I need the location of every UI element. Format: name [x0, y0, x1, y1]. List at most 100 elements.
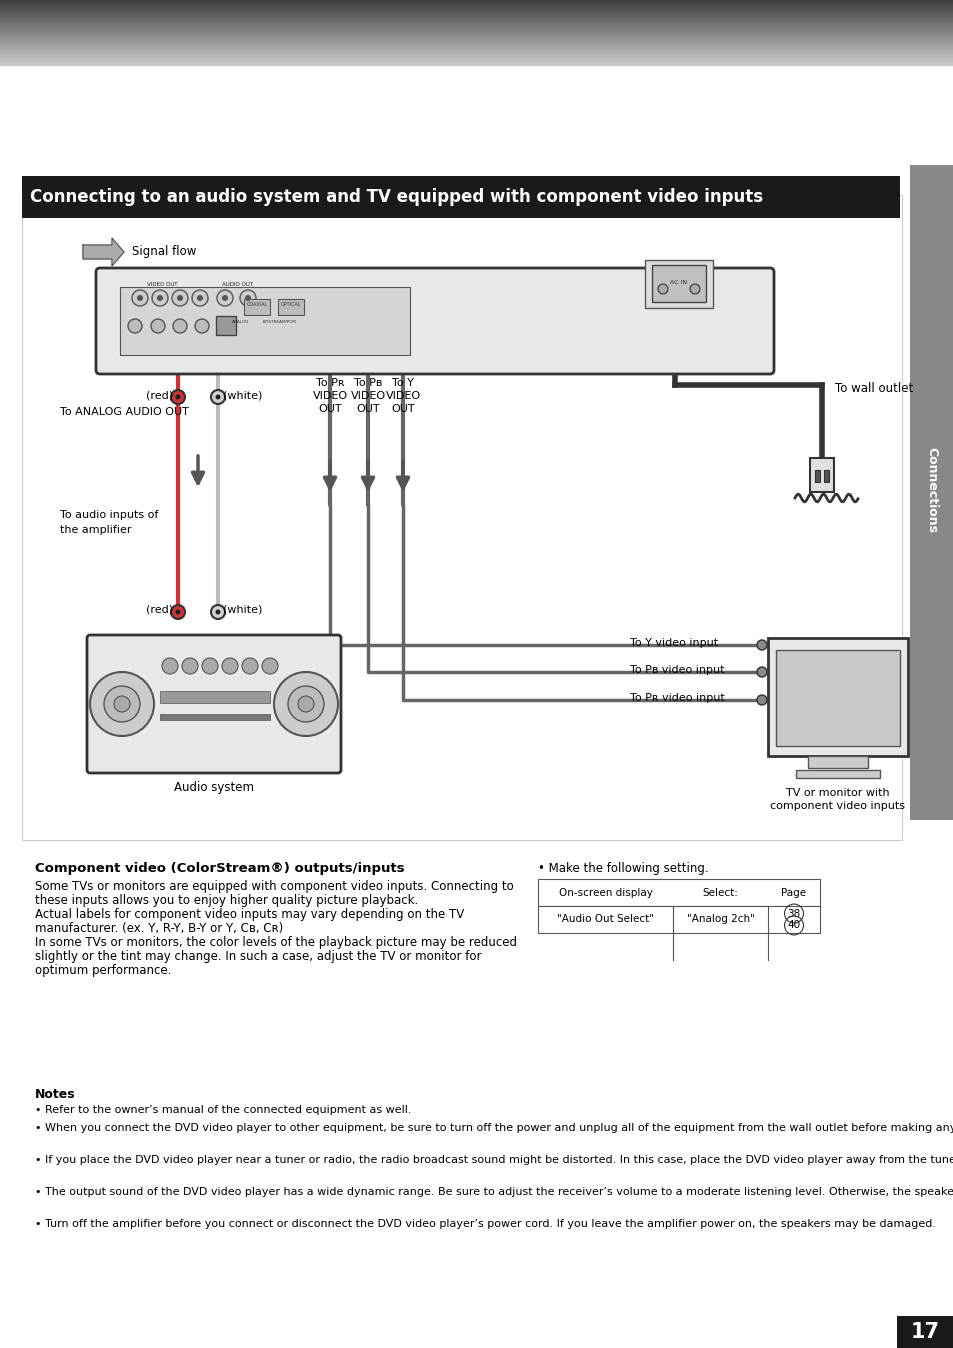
- Circle shape: [128, 319, 142, 333]
- Circle shape: [182, 658, 198, 674]
- Circle shape: [175, 609, 180, 615]
- Bar: [160, 714, 270, 720]
- Circle shape: [757, 667, 766, 677]
- Bar: [807, 756, 867, 768]
- Circle shape: [194, 319, 209, 333]
- Circle shape: [172, 290, 188, 306]
- Text: Connections: Connections: [924, 448, 938, 532]
- Bar: [215, 315, 235, 336]
- Circle shape: [172, 319, 187, 333]
- Text: Connecting to an audio system and TV equipped with component video inputs: Connecting to an audio system and TV equ…: [30, 187, 762, 206]
- Text: "Audio Out Select": "Audio Out Select": [557, 914, 654, 925]
- Text: (white): (white): [223, 390, 262, 400]
- Text: OPTICAL: OPTICAL: [280, 302, 301, 307]
- Circle shape: [288, 686, 324, 723]
- Circle shape: [192, 290, 208, 306]
- Text: VIDEO OUT: VIDEO OUT: [147, 282, 177, 287]
- Bar: [823, 470, 828, 483]
- Circle shape: [151, 319, 165, 333]
- FancyBboxPatch shape: [87, 635, 340, 772]
- Circle shape: [242, 658, 257, 674]
- Text: (white): (white): [223, 605, 262, 615]
- Circle shape: [216, 290, 233, 306]
- Circle shape: [211, 605, 225, 619]
- Text: To ANALOG AUDIO OUT: To ANALOG AUDIO OUT: [60, 407, 189, 417]
- Text: • Refer to the owner’s manual of the connected equipment as well.: • Refer to the owner’s manual of the con…: [35, 1105, 411, 1115]
- Text: To Pʙ
VIDEO
OUT: To Pʙ VIDEO OUT: [350, 377, 385, 414]
- Text: To Pʀ video input: To Pʀ video input: [629, 693, 724, 704]
- Circle shape: [658, 284, 667, 294]
- Text: • Turn off the amplifier before you connect or disconnect the DVD video player’s: • Turn off the amplifier before you conn…: [35, 1219, 935, 1229]
- Circle shape: [689, 284, 700, 294]
- Text: • When you connect the DVD video player to other equipment, be sure to turn off : • When you connect the DVD video player …: [35, 1123, 953, 1134]
- Text: ANALOG: ANALOG: [232, 319, 249, 324]
- Polygon shape: [83, 239, 124, 266]
- Circle shape: [152, 290, 168, 306]
- Circle shape: [104, 686, 140, 723]
- Bar: [775, 650, 899, 745]
- Bar: [795, 770, 879, 778]
- Text: manufacturer. (ex. Y, R-Y, B-Y or Y, Cʙ, Cʀ): manufacturer. (ex. Y, R-Y, B-Y or Y, Cʙ,…: [35, 922, 283, 936]
- Text: To Pʙ video input: To Pʙ video input: [629, 665, 723, 675]
- Bar: [651, 266, 705, 302]
- Bar: [909, 164, 953, 820]
- Text: Page: Page: [781, 887, 805, 898]
- Text: Select:: Select:: [701, 887, 738, 898]
- Circle shape: [222, 658, 237, 674]
- Circle shape: [162, 658, 178, 674]
- Text: To Y video input: To Y video input: [629, 638, 718, 648]
- Text: • The output sound of the DVD video player has a wide dynamic range. Be sure to : • The output sound of the DVD video play…: [35, 1188, 953, 1197]
- Text: 40: 40: [786, 921, 800, 930]
- Circle shape: [90, 673, 153, 736]
- Text: To Pʀ
VIDEO
OUT: To Pʀ VIDEO OUT: [313, 377, 347, 414]
- Text: Notes: Notes: [35, 1088, 75, 1101]
- Text: Signal flow: Signal flow: [132, 245, 196, 259]
- Circle shape: [113, 696, 130, 712]
- FancyBboxPatch shape: [96, 268, 773, 373]
- Text: Audio system: Audio system: [173, 782, 253, 794]
- Text: To audio inputs of: To audio inputs of: [60, 510, 158, 520]
- Bar: [896, 1316, 953, 1348]
- Circle shape: [196, 295, 203, 301]
- Circle shape: [202, 658, 218, 674]
- Text: AUDIO OUT: AUDIO OUT: [222, 282, 253, 287]
- Bar: [120, 287, 410, 355]
- Text: (red): (red): [146, 605, 172, 615]
- Circle shape: [757, 640, 766, 650]
- Text: TV or monitor with
component video inputs: TV or monitor with component video input…: [770, 789, 904, 811]
- Text: • If you place the DVD video player near a tuner or radio, the radio broadcast s: • If you place the DVD video player near…: [35, 1155, 953, 1165]
- Circle shape: [171, 390, 185, 404]
- Circle shape: [157, 295, 163, 301]
- Bar: [814, 470, 820, 483]
- Bar: [244, 299, 270, 315]
- Bar: [277, 299, 304, 315]
- Text: 38: 38: [786, 909, 800, 918]
- Text: the amplifier: the amplifier: [60, 524, 132, 535]
- Text: Actual labels for component video inputs may vary depending on the TV: Actual labels for component video inputs…: [35, 909, 464, 921]
- Circle shape: [757, 696, 766, 705]
- Text: (red): (red): [146, 390, 172, 400]
- Text: slightly or the tint may change. In such a case, adjust the TV or monitor for: slightly or the tint may change. In such…: [35, 950, 481, 962]
- Text: To Y
VIDEO
OUT: To Y VIDEO OUT: [385, 377, 420, 414]
- Text: In some TVs or monitors, the color levels of the playback picture may be reduced: In some TVs or monitors, the color level…: [35, 936, 517, 949]
- Circle shape: [211, 390, 225, 404]
- Circle shape: [171, 605, 185, 619]
- Circle shape: [137, 295, 143, 301]
- Text: 17: 17: [909, 1322, 939, 1343]
- Text: COAXIAL: COAXIAL: [246, 302, 268, 307]
- Circle shape: [215, 609, 220, 615]
- Bar: [809, 458, 833, 492]
- Bar: [22, 177, 899, 218]
- Bar: [537, 906, 820, 933]
- Bar: [160, 692, 270, 704]
- Text: • Make the following setting.: • Make the following setting.: [537, 861, 708, 875]
- Circle shape: [262, 658, 277, 674]
- Circle shape: [175, 395, 180, 399]
- Text: On-screen display: On-screen display: [558, 887, 652, 898]
- Text: Component video (ColorStream®) outputs/inputs: Component video (ColorStream®) outputs/i…: [35, 861, 404, 875]
- Bar: [767, 638, 907, 756]
- Text: To wall outlet: To wall outlet: [834, 381, 912, 395]
- Circle shape: [297, 696, 314, 712]
- Bar: [644, 260, 712, 307]
- Text: optimum performance.: optimum performance.: [35, 964, 172, 977]
